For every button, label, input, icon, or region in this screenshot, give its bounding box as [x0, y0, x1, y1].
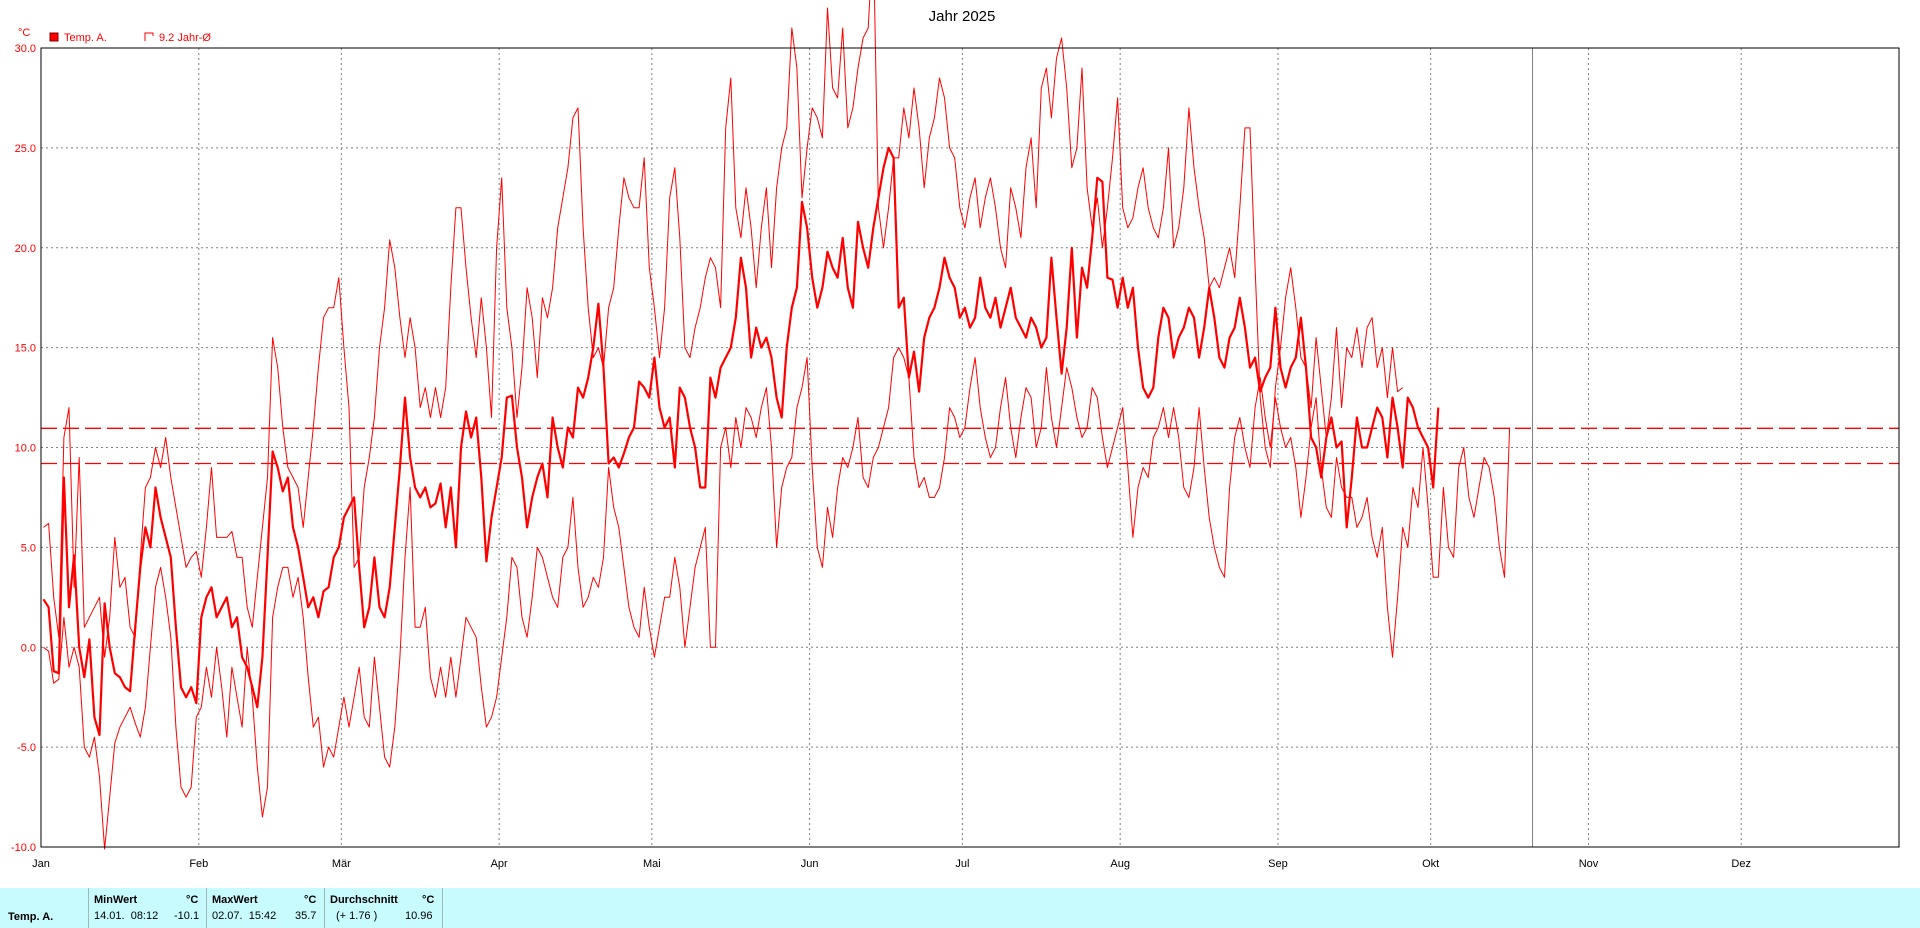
x-tick-label: Nov [1579, 858, 1599, 870]
y-tick-label: 20.0 [15, 243, 36, 255]
x-tick-label: Sep [1268, 858, 1288, 870]
legend-swatch-avg [144, 32, 154, 41]
stats-min-value: -10.1 [174, 910, 200, 922]
x-tick-label: Aug [1110, 858, 1130, 870]
stats-avg-unit: °C [422, 894, 435, 906]
y-tick-label: 5.0 [21, 542, 36, 554]
stats-avg-value: 10.96 [405, 910, 433, 922]
legend: Temp. A. 9.2 Jahr-Ø [49, 32, 211, 44]
legend-label-temp: Temp. A. [64, 32, 107, 44]
x-tick-label: Mai [643, 858, 661, 870]
stats-avg-delta: (+ 1.76 ) [336, 910, 378, 922]
x-tick-labels: Jan Feb Mär Apr Mai Jun Jul Aug Sep Okt Nov Dez [32, 858, 1751, 870]
x-tick-label: Apr [491, 858, 508, 870]
stats-avg-header: Durchschnitt [330, 894, 398, 906]
x-tick-label: Jun [801, 858, 819, 870]
x-tick-label: Mär [332, 858, 351, 870]
y-tick-labels: 30.0 25.0 20.0 15.0 10.0 5.0 0.0 -5.0 -10.0 [11, 43, 36, 854]
series-line-max [43, 0, 1404, 658]
y-tick-label: 0.0 [21, 642, 36, 654]
y-tick-label: 15.0 [15, 343, 36, 355]
stats-min-when: 14.01. 08:12 [94, 910, 159, 922]
plot-frame [40, 47, 1900, 848]
x-tick-label: Jul [955, 858, 969, 870]
series-line-mean [42, 146, 1440, 737]
y-tick-label: -5.0 [17, 742, 36, 754]
y-tick-label: -10.0 [11, 842, 36, 854]
stats-row-label: Temp. A. [8, 911, 54, 923]
legend-swatch-temp [49, 32, 59, 42]
stats-min-header: MinWert [94, 894, 138, 906]
stats-min-unit: °C [186, 894, 199, 906]
x-tick-label: Dez [1731, 858, 1751, 870]
y-tick-label: 30.0 [15, 43, 36, 55]
chart-title: Jahr 2025 [929, 8, 996, 25]
stats-table: Temp. A. MinWert °C 14.01. 08:12 -10.1 M… [0, 888, 1920, 928]
stats-max-value: 35.7 [295, 910, 317, 922]
y-tick-label: 25.0 [15, 143, 36, 155]
legend-label-avg: 9.2 Jahr-Ø [159, 32, 211, 44]
chart: Jahr 2025 °C Temp. A. 9.2 Jahr-Ø 30.0 25.… [11, 0, 1900, 870]
x-tick-label: Okt [1422, 858, 1439, 870]
stats-max-when: 02.07. 15:42 [212, 910, 277, 922]
x-tick-label: Jan [32, 858, 50, 870]
y-tick-label: 10.0 [15, 443, 36, 455]
series-line-min [43, 347, 1511, 850]
x-tick-label: Feb [189, 858, 208, 870]
reference-lines [41, 427, 1899, 465]
stats-max-unit: °C [304, 894, 317, 906]
series [42, 0, 1511, 850]
y-unit-label: °C [18, 27, 30, 39]
stats-max-header: MaxWert [212, 894, 258, 906]
